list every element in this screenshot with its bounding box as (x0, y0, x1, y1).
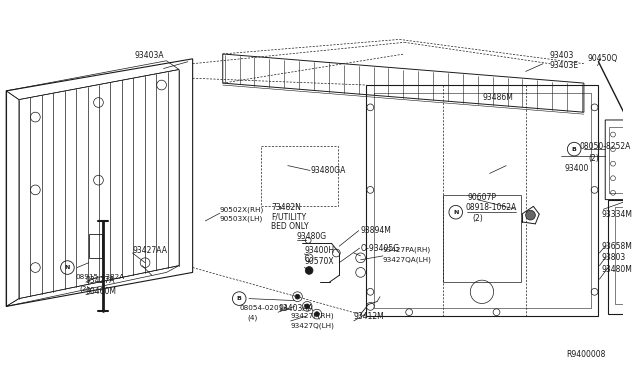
Text: 73482N: 73482N (271, 203, 301, 212)
Bar (615, 207, 640, 304)
Text: (2): (2) (472, 214, 483, 222)
Bar (608, 200, 640, 314)
Text: 93334M: 93334M (602, 210, 632, 219)
Text: 08915-4382A: 08915-4382A (75, 274, 124, 280)
Text: 93403: 93403 (550, 51, 574, 60)
Text: 93427A: 93427A (86, 276, 115, 285)
Text: 93480G: 93480G (296, 232, 326, 241)
Text: BED ONLY: BED ONLY (271, 222, 309, 231)
Text: 93803: 93803 (602, 253, 626, 262)
Text: B: B (237, 296, 242, 301)
Circle shape (305, 267, 313, 274)
Text: 93412M: 93412M (354, 312, 385, 321)
Bar (89, 234, 102, 258)
Text: F/UTILITY: F/UTILITY (271, 212, 307, 222)
Text: 90607P: 90607P (467, 193, 497, 202)
Circle shape (295, 294, 300, 299)
Text: 93427AA: 93427AA (132, 246, 168, 254)
Text: 08054-0201A: 08054-0201A (239, 305, 289, 311)
Text: 08050-8252A: 08050-8252A (580, 142, 632, 151)
Text: 93403AA: 93403AA (278, 304, 313, 313)
Text: 93427QA(LH): 93427QA(LH) (383, 257, 432, 263)
Text: (2): (2) (589, 154, 600, 163)
Text: 93403A: 93403A (135, 51, 164, 60)
Text: 93403E: 93403E (550, 61, 579, 70)
Text: 93658M: 93658M (602, 242, 632, 251)
Bar (367, 85, 598, 316)
Text: 93400: 93400 (564, 164, 589, 173)
Text: 90570X: 90570X (304, 257, 334, 266)
Text: R9400008: R9400008 (566, 350, 605, 359)
Text: 93427P(RH): 93427P(RH) (291, 313, 334, 319)
Bar (443, 195, 521, 282)
Text: 90460M: 90460M (86, 287, 117, 296)
Text: (4): (4) (247, 315, 257, 321)
Text: 93894M: 93894M (360, 226, 392, 235)
Text: B: B (572, 147, 577, 152)
Text: 93486M: 93486M (482, 93, 513, 102)
Text: N: N (65, 265, 70, 270)
Bar (260, 146, 339, 206)
Text: 93480M: 93480M (602, 265, 632, 274)
Text: 93480GA: 93480GA (310, 166, 346, 175)
Text: (2): (2) (79, 286, 90, 292)
Text: N: N (453, 210, 458, 215)
Circle shape (525, 210, 535, 220)
Circle shape (305, 304, 310, 309)
Text: 90502X(RH): 90502X(RH) (220, 206, 264, 212)
Text: 90503X(LH): 90503X(LH) (220, 216, 263, 222)
Text: 90450Q: 90450Q (588, 54, 618, 63)
Text: 93400H: 93400H (304, 246, 335, 254)
Text: 93427PA(RH): 93427PA(RH) (383, 247, 431, 253)
Text: 93427Q(LH): 93427Q(LH) (291, 323, 335, 329)
Circle shape (314, 312, 319, 317)
Text: O-93405G: O-93405G (360, 244, 400, 253)
Text: 08918-1062A: 08918-1062A (465, 203, 516, 212)
Bar (609, 127, 630, 193)
